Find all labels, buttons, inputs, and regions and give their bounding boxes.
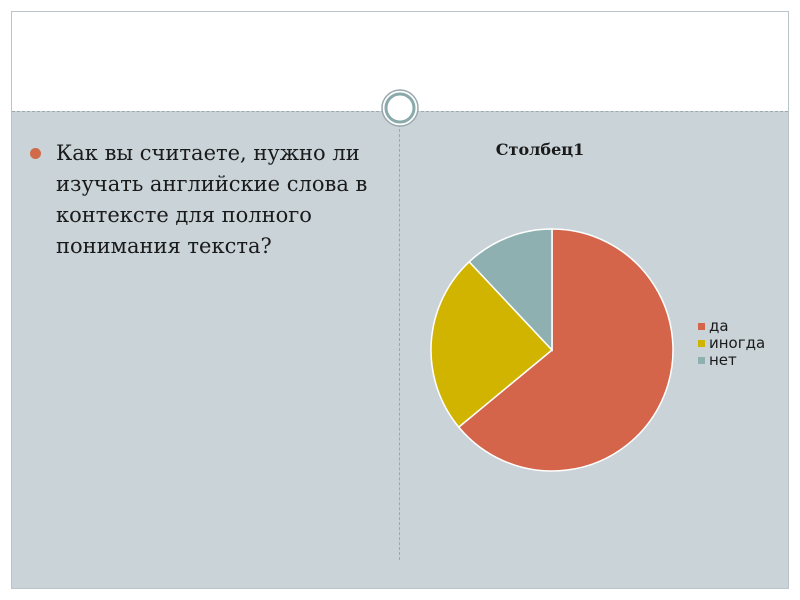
bullet-icon bbox=[30, 148, 41, 159]
divider-ornament-icon bbox=[381, 89, 419, 127]
slide: Как вы считаете, нужно ли изучать англий… bbox=[12, 12, 788, 588]
pie-slices bbox=[430, 228, 674, 472]
legend-swatch-3 bbox=[698, 357, 705, 364]
legend-label-2: иногда bbox=[709, 334, 765, 352]
column-divider bbox=[399, 124, 400, 560]
chart-title: Столбец1 bbox=[496, 140, 584, 159]
legend-swatch-1 bbox=[698, 323, 705, 330]
legend-swatch-2 bbox=[698, 340, 705, 347]
legend-label-3: нет bbox=[709, 351, 737, 369]
bullet-text: Как вы считаете, нужно ли изучать англий… bbox=[56, 141, 368, 258]
pie-slice-1 bbox=[457, 228, 674, 472]
legend-label-1: да bbox=[709, 317, 729, 335]
pie-slice-2 bbox=[430, 260, 554, 429]
pie-slice-3 bbox=[468, 228, 553, 352]
